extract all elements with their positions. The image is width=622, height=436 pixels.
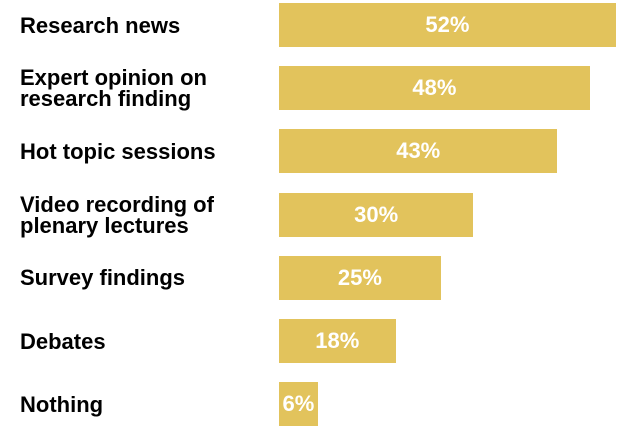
category-label: Hot topic sessions	[20, 129, 272, 173]
category-label: Video recording of plenary lectures	[20, 193, 272, 237]
category-label: Debates	[20, 319, 272, 363]
category-label-line: Research news	[20, 12, 181, 38]
bar: 43%	[279, 129, 558, 174]
bar-value-label: 48%	[412, 75, 457, 101]
bar: 48%	[279, 66, 590, 111]
category-label: Research news	[20, 3, 272, 47]
bar: 18%	[279, 319, 396, 363]
bar: 6%	[279, 382, 318, 427]
bar-value-label: 30%	[354, 201, 399, 227]
bar: 30%	[279, 192, 474, 237]
bar-value-label: 43%	[396, 138, 441, 164]
category-label: Expert opinion on research finding	[20, 66, 272, 110]
category-label-line: Video recording of	[20, 191, 214, 217]
bar-value-label: 25%	[337, 264, 382, 290]
category-label-line: plenary lectures	[20, 212, 189, 238]
category-label-line: Expert opinion on	[20, 65, 207, 91]
bar-value-label: 52%	[425, 12, 470, 37]
category-label-line: Survey findings	[20, 265, 186, 291]
category-label-line: Hot topic sessions	[20, 138, 216, 164]
category-label: Survey findings	[20, 256, 272, 300]
category-label-line: Debates	[20, 328, 106, 354]
bar: 25%	[279, 255, 441, 300]
category-label: Nothing	[20, 382, 272, 426]
category-label-line: Nothing	[20, 391, 104, 417]
bar-value-label: 18%	[315, 328, 360, 353]
bar: 52%	[279, 3, 616, 47]
category-label-line: research finding	[20, 86, 192, 112]
bar-value-label: 6%	[282, 391, 315, 417]
